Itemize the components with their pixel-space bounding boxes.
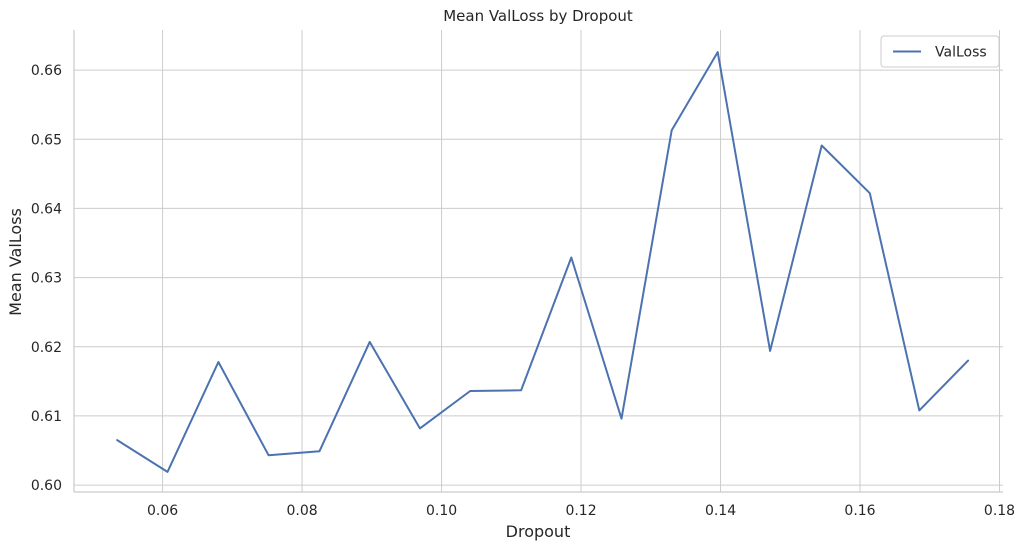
y-tick-label: 0.64 — [31, 201, 62, 217]
legend: ValLoss — [880, 35, 1000, 68]
series-line-valloss — [116, 51, 970, 473]
y-tick-label: 0.63 — [31, 271, 62, 287]
x-tick-label: 0.06 — [147, 503, 178, 519]
x-tick-label: 0.14 — [705, 503, 736, 519]
y-tick-label: 0.65 — [31, 132, 62, 148]
legend-box — [880, 35, 1000, 68]
y-tick-label: 0.61 — [31, 409, 62, 425]
axes-spines — [73, 30, 1003, 493]
series-layer — [116, 51, 970, 473]
y-tick-label: 0.62 — [31, 340, 62, 356]
y-tick-label: 0.66 — [31, 63, 62, 79]
x-tick-label: 0.16 — [844, 503, 875, 519]
x-tick-label: 0.10 — [426, 503, 457, 519]
x-tick-label: 0.08 — [286, 503, 317, 519]
x-tick-label: 0.18 — [984, 503, 1015, 519]
chart-title: Mean ValLoss by Dropout — [443, 7, 633, 25]
x-tick-label: 0.12 — [565, 503, 596, 519]
x-axis-title: Dropout — [506, 522, 571, 541]
x-axis-ticks: 0.06 0.08 0.10 0.12 0.14 0.16 0.18 — [147, 503, 1015, 519]
grid — [74, 30, 1003, 492]
y-axis-ticks: 0.60 0.61 0.62 0.63 0.64 0.65 0.66 — [31, 63, 62, 494]
legend-label-valloss: ValLoss — [935, 45, 987, 61]
y-tick-label: 0.60 — [31, 478, 62, 494]
y-axis-title: Mean ValLoss — [6, 208, 25, 316]
